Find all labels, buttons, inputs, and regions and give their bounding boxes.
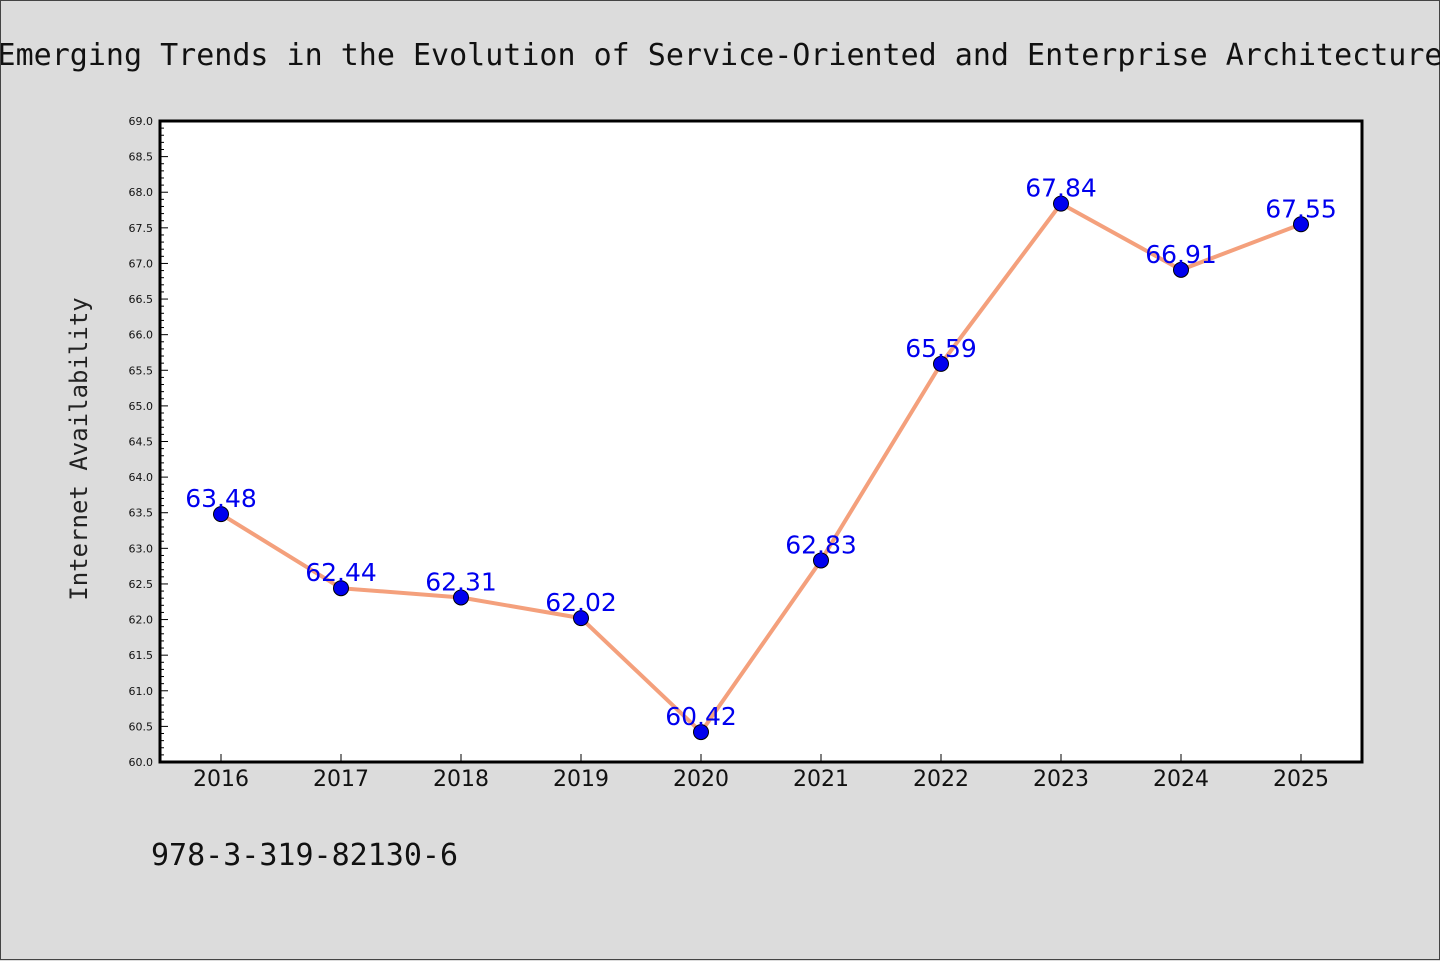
data-markers bbox=[213, 195, 1309, 741]
data-point bbox=[693, 724, 709, 741]
y-tick-label: 67.0 bbox=[129, 257, 154, 270]
data-point bbox=[1173, 261, 1189, 278]
data-point bbox=[933, 355, 949, 372]
x-tick-label: 2024 bbox=[1153, 767, 1209, 792]
data-label: 62.02 bbox=[545, 588, 617, 617]
y-tick-label: 63.5 bbox=[129, 507, 154, 520]
y-tick-label: 66.0 bbox=[129, 329, 154, 342]
x-tick-label: 2021 bbox=[793, 767, 849, 792]
y-axis: 60.0 60.5 61.0 61.5 62.0 62.5 63.0 63.5 64.0 64.5… bbox=[129, 115, 168, 769]
plot-area bbox=[160, 121, 1362, 762]
data-label: 66.91 bbox=[1145, 240, 1217, 269]
y-tick-label: 68.5 bbox=[129, 151, 154, 164]
data-label: 67.84 bbox=[1025, 174, 1097, 203]
plot-border bbox=[158, 119, 1364, 764]
data-label: 63.48 bbox=[185, 484, 257, 513]
chart-title: Emerging Trends in the Evolution of Serv… bbox=[1, 38, 1440, 73]
x-tick-label: 2016 bbox=[193, 767, 249, 792]
x-tick-label: 2019 bbox=[553, 767, 609, 792]
y-tick-label: 63.0 bbox=[129, 542, 154, 555]
y-tick-label: 62.5 bbox=[129, 578, 154, 591]
data-label: 62.31 bbox=[425, 567, 497, 596]
series-line bbox=[219, 201, 1302, 735]
y-tick-label: 61.5 bbox=[129, 649, 154, 662]
y-tick-label: 60.0 bbox=[129, 756, 154, 769]
footer-isbn: 978-3-319-82130-6 bbox=[151, 838, 458, 873]
data-point bbox=[1293, 216, 1309, 233]
y-tick-label: 67.5 bbox=[129, 222, 154, 235]
data-point bbox=[453, 589, 469, 606]
x-tick-label: 2017 bbox=[313, 767, 369, 792]
y-tick-label: 66.5 bbox=[129, 293, 154, 306]
y-tick-label: 60.5 bbox=[129, 720, 154, 733]
y-tick-label: 68.0 bbox=[129, 186, 154, 199]
data-label: 60.42 bbox=[665, 702, 737, 731]
data-point bbox=[813, 552, 829, 569]
data-label: 65.59 bbox=[905, 334, 977, 363]
y-tick-label: 65.5 bbox=[129, 364, 154, 377]
y-tick-label: 61.0 bbox=[129, 685, 154, 698]
data-point bbox=[333, 580, 349, 597]
y-tick-label: 64.0 bbox=[129, 471, 154, 484]
y-tick-label: 65.0 bbox=[129, 400, 154, 413]
x-tick-label: 2025 bbox=[1273, 767, 1329, 792]
data-point bbox=[1053, 195, 1069, 212]
x-tick-label: 2023 bbox=[1033, 767, 1089, 792]
data-label: 67.55 bbox=[1265, 194, 1337, 223]
y-tick-label: 69.0 bbox=[129, 115, 154, 128]
x-tick-label: 2018 bbox=[433, 767, 489, 792]
x-tick-label: 2022 bbox=[913, 767, 969, 792]
y-axis-label: Internet Availability bbox=[65, 297, 93, 600]
y-tick-label: 62.0 bbox=[129, 614, 154, 627]
x-tick-label: 2020 bbox=[673, 767, 729, 792]
y-tick-label: 64.5 bbox=[129, 436, 154, 449]
data-labels: 63.48 62.44 62.31 62.02 60.42 62.83 65.59 67.84… bbox=[185, 174, 1337, 731]
x-axis: 2016 2017 2018 2019 2020 2021 2022 2023 2024 2025 bbox=[193, 754, 1329, 792]
data-label: 62.83 bbox=[785, 530, 857, 559]
data-point bbox=[573, 610, 589, 627]
data-label: 62.44 bbox=[305, 558, 377, 587]
data-point bbox=[213, 506, 229, 523]
